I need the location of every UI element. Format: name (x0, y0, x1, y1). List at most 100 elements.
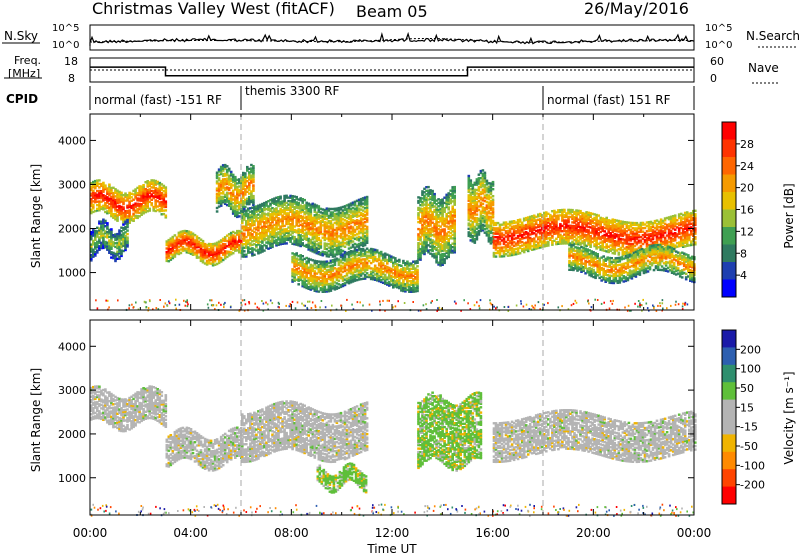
range-cell (122, 222, 125, 225)
range-cell (248, 199, 251, 202)
range-cell (447, 211, 450, 214)
range-cell (273, 230, 276, 234)
range-cell (359, 262, 363, 265)
range-cell (223, 251, 227, 255)
range-cell (293, 198, 296, 202)
range-cell (404, 284, 407, 288)
range-cell (469, 202, 473, 205)
range-cell (341, 249, 345, 253)
range-cell (410, 288, 413, 292)
range-cell (299, 257, 302, 260)
range-cell (144, 189, 147, 193)
range-cell (373, 276, 377, 280)
range-cell (305, 228, 308, 231)
range-cell (347, 206, 351, 210)
range-cell (277, 222, 280, 225)
range-cell (261, 238, 264, 241)
range-cell (271, 214, 274, 217)
range-cell (215, 196, 219, 199)
range-cell (259, 231, 262, 235)
range-cell (421, 246, 424, 249)
range-cell (469, 198, 473, 202)
range-cell (485, 200, 489, 204)
range-cell (335, 207, 339, 210)
range-cell (158, 183, 162, 186)
range-cell (236, 196, 239, 199)
range-cell (545, 230, 548, 233)
range-cell (245, 225, 248, 228)
range-cell (345, 227, 349, 230)
range-cell (321, 254, 325, 257)
range-cell (467, 234, 471, 238)
range-cell (398, 276, 401, 279)
range-cell (343, 208, 347, 211)
range-cell (110, 206, 113, 209)
range-cell (516, 220, 520, 224)
range-cell (467, 180, 471, 183)
range-cell (431, 195, 434, 198)
range-cell (207, 242, 211, 246)
range-cell (343, 255, 347, 258)
range-cell (477, 180, 481, 183)
range-cell (447, 195, 450, 199)
range-cell (252, 184, 255, 187)
range-cell (142, 198, 145, 201)
range-cell (183, 235, 187, 238)
range-cell (246, 167, 249, 171)
range-cell (164, 188, 168, 191)
range-cell (273, 209, 276, 213)
range-cell (100, 243, 103, 246)
range-cell (317, 229, 321, 233)
range-cell (303, 268, 306, 271)
range-cell (329, 227, 333, 230)
range-cell (291, 223, 294, 226)
range-cell (94, 187, 97, 190)
range-cell (150, 198, 153, 201)
range-cell (305, 256, 308, 260)
range-cell (423, 210, 426, 213)
range-cell (249, 244, 252, 247)
range-cell (92, 230, 95, 234)
range-cell (269, 241, 272, 244)
range-cell (417, 227, 420, 231)
range-cell (211, 244, 215, 248)
range-cell (223, 165, 227, 168)
range-cell (532, 219, 536, 223)
range-cell (217, 184, 221, 187)
range-cell (477, 219, 481, 222)
range-cell (118, 234, 121, 237)
range-cell (491, 182, 495, 186)
range-cell (221, 185, 225, 188)
range-cell (361, 214, 365, 218)
range-cell (261, 241, 264, 244)
range-cell (417, 212, 420, 215)
range-cell (365, 199, 369, 202)
range-cell (94, 235, 97, 238)
range-cell (183, 238, 187, 242)
range-cell (94, 185, 97, 188)
range-cell (423, 214, 426, 217)
range-cell (373, 266, 377, 269)
range-cell (477, 189, 481, 192)
range-cell (335, 276, 339, 280)
range-cell (241, 244, 244, 248)
range-cell (112, 216, 115, 219)
range-cell (122, 249, 125, 253)
range-cell (96, 233, 99, 237)
range-cell (429, 227, 432, 231)
range-cell (305, 205, 308, 208)
range-cell (215, 171, 219, 174)
range-cell (496, 246, 500, 249)
range-cell (297, 272, 300, 275)
range-cell (130, 199, 133, 202)
range-cell (416, 274, 419, 277)
range-cell (423, 203, 426, 206)
range-cell (551, 234, 554, 238)
range-cell (451, 226, 454, 229)
range-cell (414, 260, 417, 263)
range-cell (162, 193, 166, 196)
range-cell (191, 246, 195, 249)
range-cell (249, 251, 252, 254)
range-cell (331, 244, 335, 248)
range-cell (102, 218, 105, 221)
